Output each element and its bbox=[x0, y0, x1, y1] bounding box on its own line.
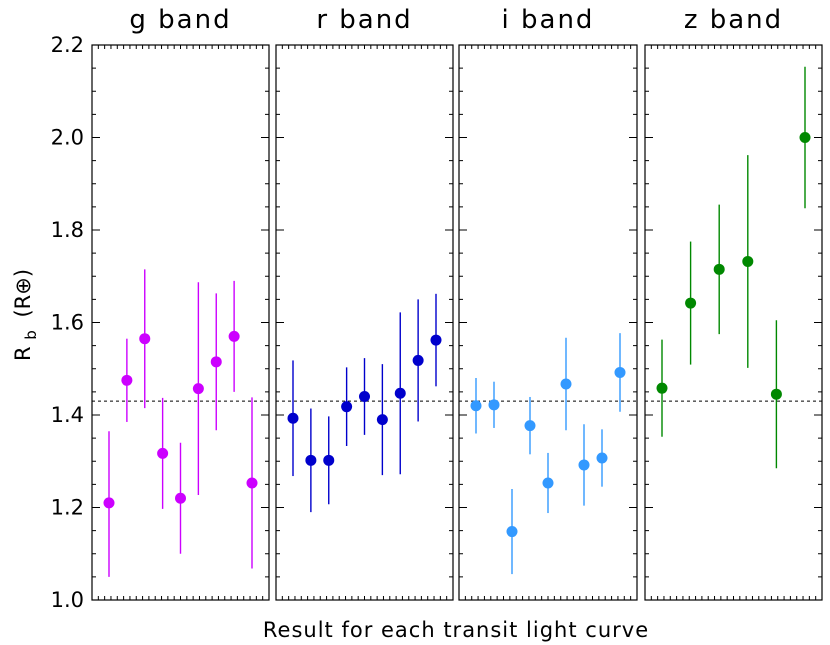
data-point bbox=[139, 333, 151, 345]
data-point bbox=[596, 452, 608, 464]
data-point bbox=[121, 374, 133, 386]
data-point bbox=[210, 356, 222, 368]
y-tick-label: 2.0 bbox=[51, 126, 84, 150]
y-tick-label: 1.0 bbox=[51, 588, 84, 612]
data-point bbox=[614, 366, 626, 378]
data-point bbox=[560, 378, 572, 390]
y-tick-label: 2.2 bbox=[51, 33, 84, 57]
y-axis-label-sub: b bbox=[22, 330, 40, 340]
y-axis-label: R b (R⊕) bbox=[11, 269, 41, 361]
panel-title: i band bbox=[502, 5, 595, 35]
data-point bbox=[524, 420, 536, 432]
data-point bbox=[323, 454, 335, 466]
data-point bbox=[394, 387, 406, 399]
y-axis-label-main: R bbox=[11, 346, 35, 361]
data-point bbox=[488, 399, 500, 411]
panel-r-band: r band bbox=[275, 5, 454, 601]
x-axis-label: Result for each transit light curve bbox=[263, 618, 649, 642]
data-point bbox=[656, 382, 668, 394]
panel-z-band: z band bbox=[644, 5, 823, 601]
data-point bbox=[799, 132, 811, 143]
panel-frame bbox=[644, 44, 823, 601]
data-point bbox=[713, 263, 725, 275]
data-point bbox=[246, 477, 258, 489]
panel-frame bbox=[458, 44, 638, 601]
y-tick-label: 1.4 bbox=[51, 403, 84, 427]
data-point bbox=[359, 391, 370, 402]
data-point bbox=[228, 330, 240, 342]
data-point bbox=[430, 334, 442, 346]
data-point bbox=[305, 454, 317, 466]
panel-g-band: g band bbox=[91, 5, 270, 601]
panel-title: r band bbox=[316, 5, 412, 35]
data-point bbox=[470, 400, 482, 412]
data-point bbox=[175, 492, 186, 504]
data-point bbox=[542, 477, 554, 489]
panel-title: z band bbox=[684, 5, 783, 35]
y-axis-label-unit: (R⊕) bbox=[11, 269, 35, 318]
data-point bbox=[287, 412, 299, 424]
panel-i-band: i band bbox=[458, 5, 638, 601]
panel-frame bbox=[275, 44, 454, 601]
y-tick-label: 1.2 bbox=[51, 496, 84, 520]
data-point bbox=[412, 354, 424, 366]
data-point bbox=[341, 401, 353, 413]
data-point bbox=[578, 459, 590, 471]
data-point bbox=[103, 497, 115, 509]
data-point bbox=[685, 297, 697, 309]
y-tick-label: 1.6 bbox=[51, 311, 84, 335]
data-point bbox=[742, 255, 754, 267]
data-point bbox=[770, 388, 782, 400]
data-point bbox=[192, 383, 204, 395]
data-point bbox=[157, 447, 169, 459]
data-point bbox=[506, 526, 518, 538]
y-tick-label: 1.8 bbox=[51, 218, 84, 242]
panel-title: g band bbox=[129, 5, 231, 35]
data-point bbox=[376, 414, 388, 426]
